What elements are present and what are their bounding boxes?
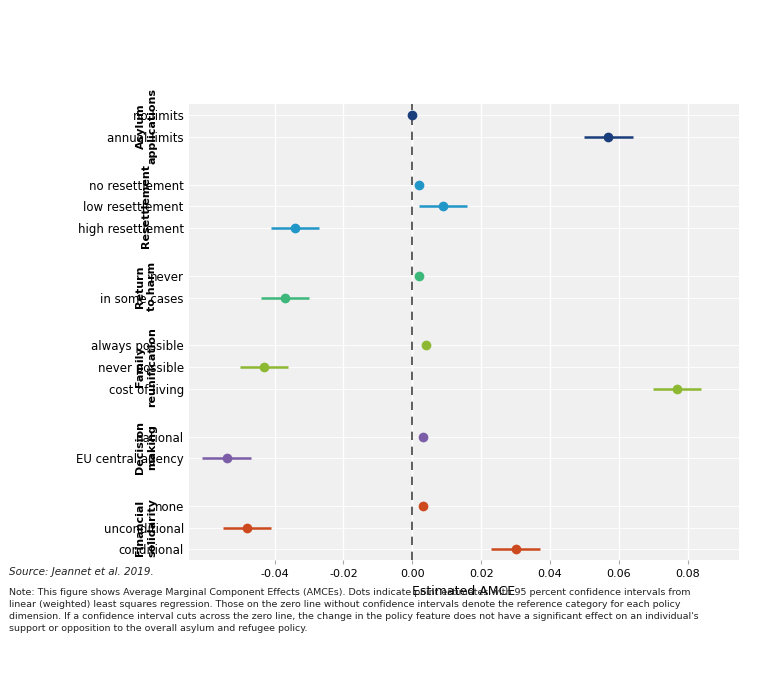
Text: Family
reunification: Family reunification — [136, 327, 157, 407]
Text: Figure:: Figure: — [9, 11, 56, 24]
Text: Note: This figure shows Average Marginal Component Effects (AMCEs). Dots indicat: Note: This figure shows Average Marginal… — [9, 588, 699, 633]
Text: Asylum
applications: Asylum applications — [136, 88, 157, 164]
Text: Source: Jeannet et al. 2019.: Source: Jeannet et al. 2019. — [9, 567, 154, 577]
Text: Return
to harm: Return to harm — [136, 262, 157, 311]
Text: Financial
solidarity: Financial solidarity — [136, 498, 157, 557]
Text: Resettlement: Resettlement — [142, 164, 151, 248]
X-axis label: Estimated AMCE: Estimated AMCE — [413, 585, 515, 598]
Text: Effects of changes in policy  features on the probability of accepting the overa: Effects of changes in policy features on… — [9, 33, 761, 63]
Text: Decision
making: Decision making — [136, 421, 157, 474]
